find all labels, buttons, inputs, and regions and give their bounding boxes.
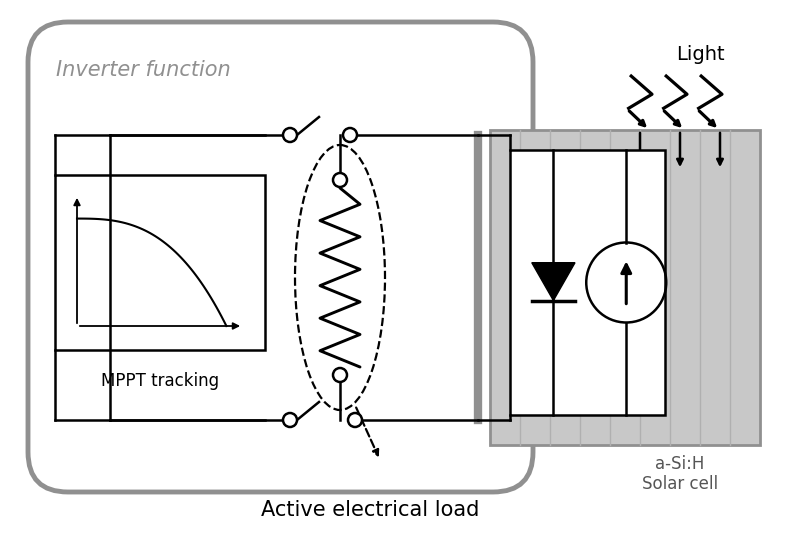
Text: Inverter function: Inverter function [56, 60, 230, 80]
Circle shape [348, 413, 362, 427]
Circle shape [343, 128, 357, 142]
Polygon shape [532, 263, 575, 300]
Text: a-Si:H: a-Si:H [655, 455, 705, 473]
Bar [55, 175, 265, 350]
Text: Light: Light [676, 46, 724, 64]
Bar [490, 130, 760, 445]
Circle shape [333, 368, 347, 382]
Circle shape [333, 173, 347, 187]
Text: MPPT tracking: MPPT tracking [101, 372, 219, 390]
Text: Active electrical load: Active electrical load [261, 500, 479, 520]
Text: Solar cell: Solar cell [642, 475, 718, 493]
Circle shape [283, 413, 297, 427]
Circle shape [283, 128, 297, 142]
Bar [510, 150, 665, 415]
